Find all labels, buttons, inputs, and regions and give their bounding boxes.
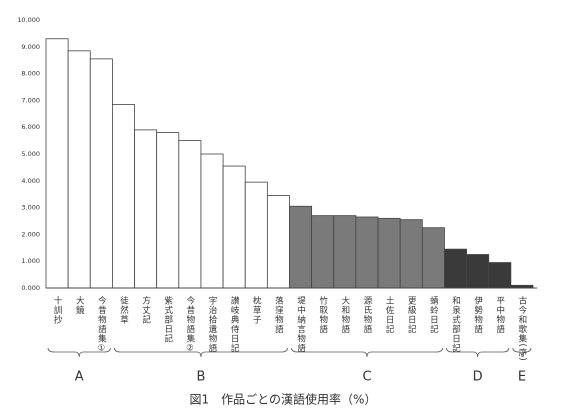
bar: [399, 219, 423, 289]
y-tick-label: 4.000: [21, 177, 40, 185]
bar: [112, 104, 135, 289]
bar: [45, 38, 69, 289]
x-tick-label: 土佐日記: [384, 295, 394, 334]
x-tick-label: 方丈記: [141, 295, 151, 324]
group-brace: [47, 347, 111, 358]
x-tick-label: 讃岐典侍日記: [229, 295, 239, 353]
y-tick-label: 8.000: [21, 70, 40, 78]
y-tick-label: 0.000: [21, 284, 40, 292]
group-label: E: [518, 370, 526, 385]
chart-caption: 図1 作品ごとの漢語使用率（%）: [190, 392, 377, 407]
x-tick-label: 今昔物語集②: [185, 295, 195, 354]
x-tick-label: 枕草子: [251, 295, 261, 324]
y-tick-label: 1.000: [21, 257, 40, 265]
y-tick-label: 3.000: [21, 204, 40, 212]
bar: [333, 215, 357, 289]
bar: [67, 50, 91, 289]
x-tick-label: 堤中納言物語: [296, 295, 306, 353]
y-tick-label: 5.000: [21, 150, 40, 158]
x-tick-label: 大和物語: [340, 295, 350, 334]
y-tick-label: 9.000: [21, 43, 40, 51]
group-brace: [114, 347, 288, 358]
bar: [488, 262, 512, 289]
x-tick-label: 平中物語: [495, 296, 505, 334]
x-tick-label: 徒然草: [118, 295, 128, 324]
y-tick-label: 7.000: [21, 96, 40, 104]
x-tick-label: 更級日記: [406, 296, 416, 334]
group-brace: [291, 347, 443, 358]
x-tick-label: 落窪物語: [273, 295, 283, 334]
group-label: B: [196, 370, 205, 385]
bar: [421, 227, 445, 289]
x-tick-label: 古今和歌集(序): [517, 295, 527, 361]
bar: [222, 165, 246, 289]
x-tick-label: 十訓抄: [52, 295, 62, 324]
x-tick-label: 蜻蛉日記: [428, 295, 438, 334]
group-label: A: [75, 370, 84, 385]
y-tick-label: 6.000: [21, 123, 40, 131]
group-brace: [512, 347, 532, 358]
bar: [178, 140, 202, 289]
bar: [266, 195, 290, 289]
bar: [156, 132, 180, 289]
x-tick-label: 今昔物語集①: [96, 295, 106, 354]
group-brace: [446, 347, 510, 358]
bar: [289, 205, 313, 289]
x-tick-label: 源氏物語: [362, 296, 372, 334]
bar: [200, 153, 224, 289]
x-tick-label: 和泉式部日記: [451, 296, 461, 353]
bar: [466, 254, 490, 289]
x-tick-label: 竹取物語: [318, 295, 328, 334]
x-tick-label: 大鏡: [74, 295, 84, 315]
bar: [311, 215, 335, 289]
bar: [355, 216, 379, 289]
bar: [89, 58, 113, 289]
bar: [377, 217, 401, 289]
bar: [244, 181, 268, 289]
group-label: C: [362, 370, 371, 385]
x-tick-label: 宇治拾遺物語: [207, 295, 217, 353]
x-tick-label: 紫式部日記: [163, 296, 173, 344]
bar: [444, 248, 467, 289]
x-tick-label: 伊勢物語: [473, 295, 483, 334]
bar: [134, 129, 158, 289]
y-tick-label: 10.000: [17, 16, 40, 24]
group-label: D: [473, 370, 483, 385]
y-tick-label: 2.000: [21, 230, 40, 238]
